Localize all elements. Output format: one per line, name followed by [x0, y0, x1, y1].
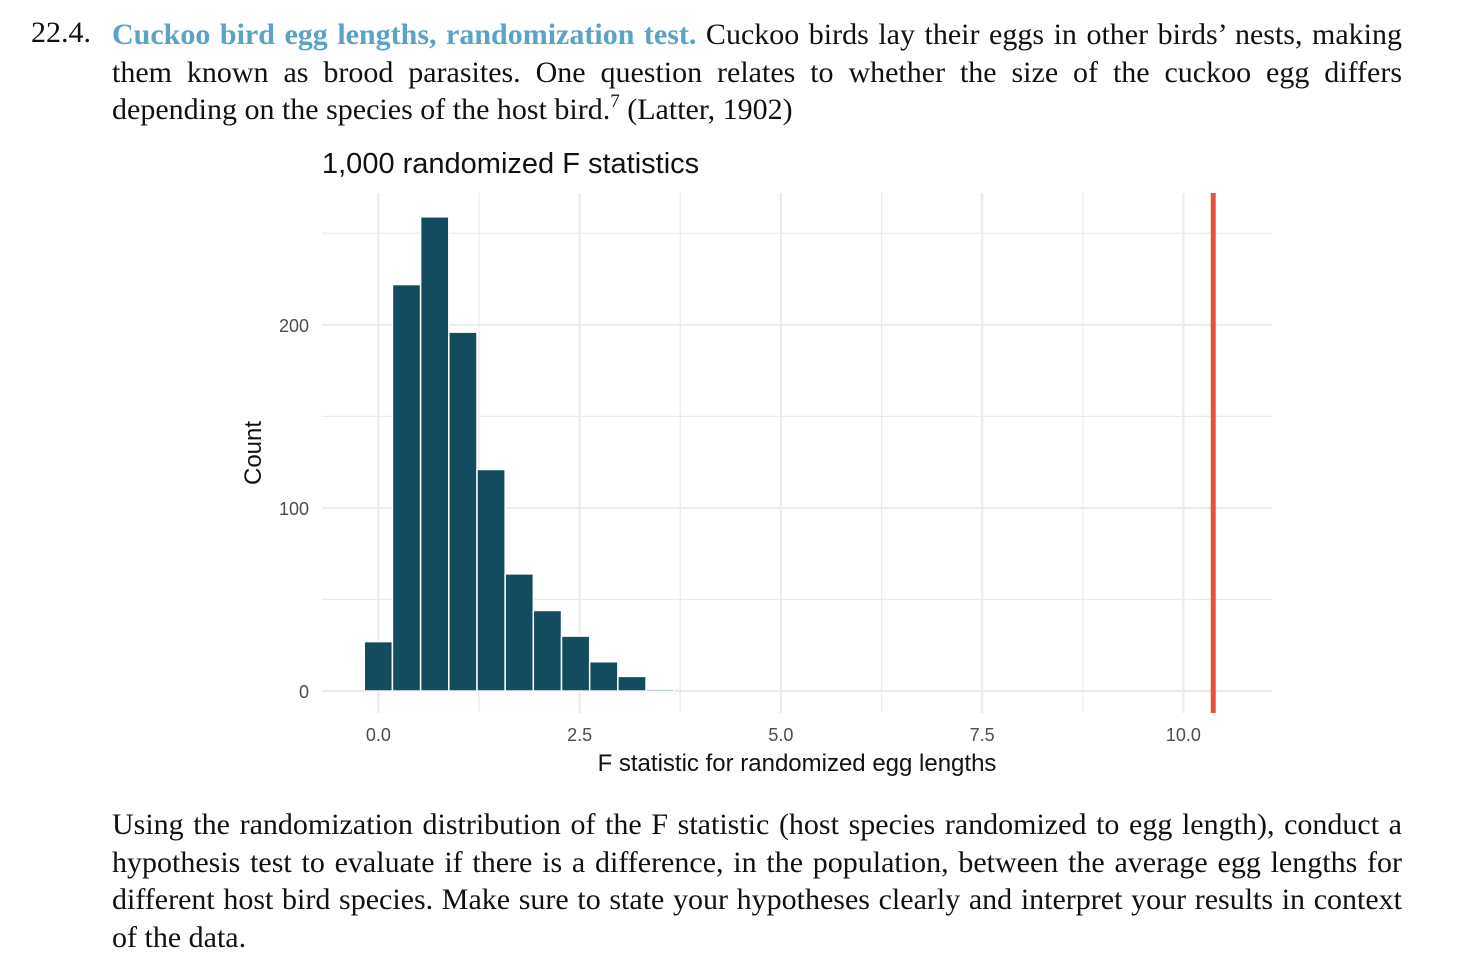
minor-gridlines — [322, 193, 1272, 713]
x-tick-label: 0.0 — [366, 725, 391, 745]
x-axis-title: F statistic for randomized egg lengths — [598, 750, 997, 777]
histogram-bar — [363, 640, 394, 692]
histogram-bar — [645, 688, 675, 692]
x-tick-label: 2.5 — [567, 725, 592, 745]
y-tick-label: 100 — [279, 499, 309, 519]
histogram-chart: 1,000 randomized F statistics 0 100 200 0.… — [240, 148, 1272, 777]
y-axis-title: Count — [240, 421, 267, 485]
histogram-bar — [532, 609, 563, 692]
histogram-bar — [448, 331, 478, 692]
y-tick-labels: 0 100 200 — [279, 316, 309, 702]
x-tick-label: 10.0 — [1166, 725, 1201, 745]
exercise-question: Using the randomization distribution of … — [112, 808, 1402, 955]
histogram-bar — [391, 283, 422, 692]
histogram-bar — [617, 675, 647, 692]
y-tick-label: 200 — [279, 316, 309, 336]
histogram-bar — [504, 573, 535, 692]
x-tick-label: 7.5 — [970, 725, 995, 745]
exercise-intro: Cuckoo bird egg lengths, randomization t… — [112, 16, 1402, 129]
histogram-bar — [560, 635, 591, 692]
histogram-bar — [588, 660, 619, 692]
histogram-bar — [419, 216, 450, 692]
footnote-marker[interactable]: 7 — [610, 91, 620, 113]
citation: (Latter, 1902) — [619, 93, 793, 127]
intro-text: Cuckoo birds lay their eggs in other bir… — [112, 18, 1402, 127]
chart-title: 1,000 randomized F statistics — [322, 148, 699, 180]
x-tick-labels: 0.0 2.5 5.0 7.5 10.0 — [366, 725, 1201, 745]
histogram-bars — [363, 216, 675, 692]
exercise-title: Cuckoo bird egg lengths, randomization t… — [112, 18, 697, 51]
y-tick-label: 0 — [299, 682, 309, 702]
exercise-number: 22.4. — [31, 16, 91, 49]
x-tick-label: 5.0 — [768, 725, 793, 745]
histogram-bar — [476, 468, 506, 692]
